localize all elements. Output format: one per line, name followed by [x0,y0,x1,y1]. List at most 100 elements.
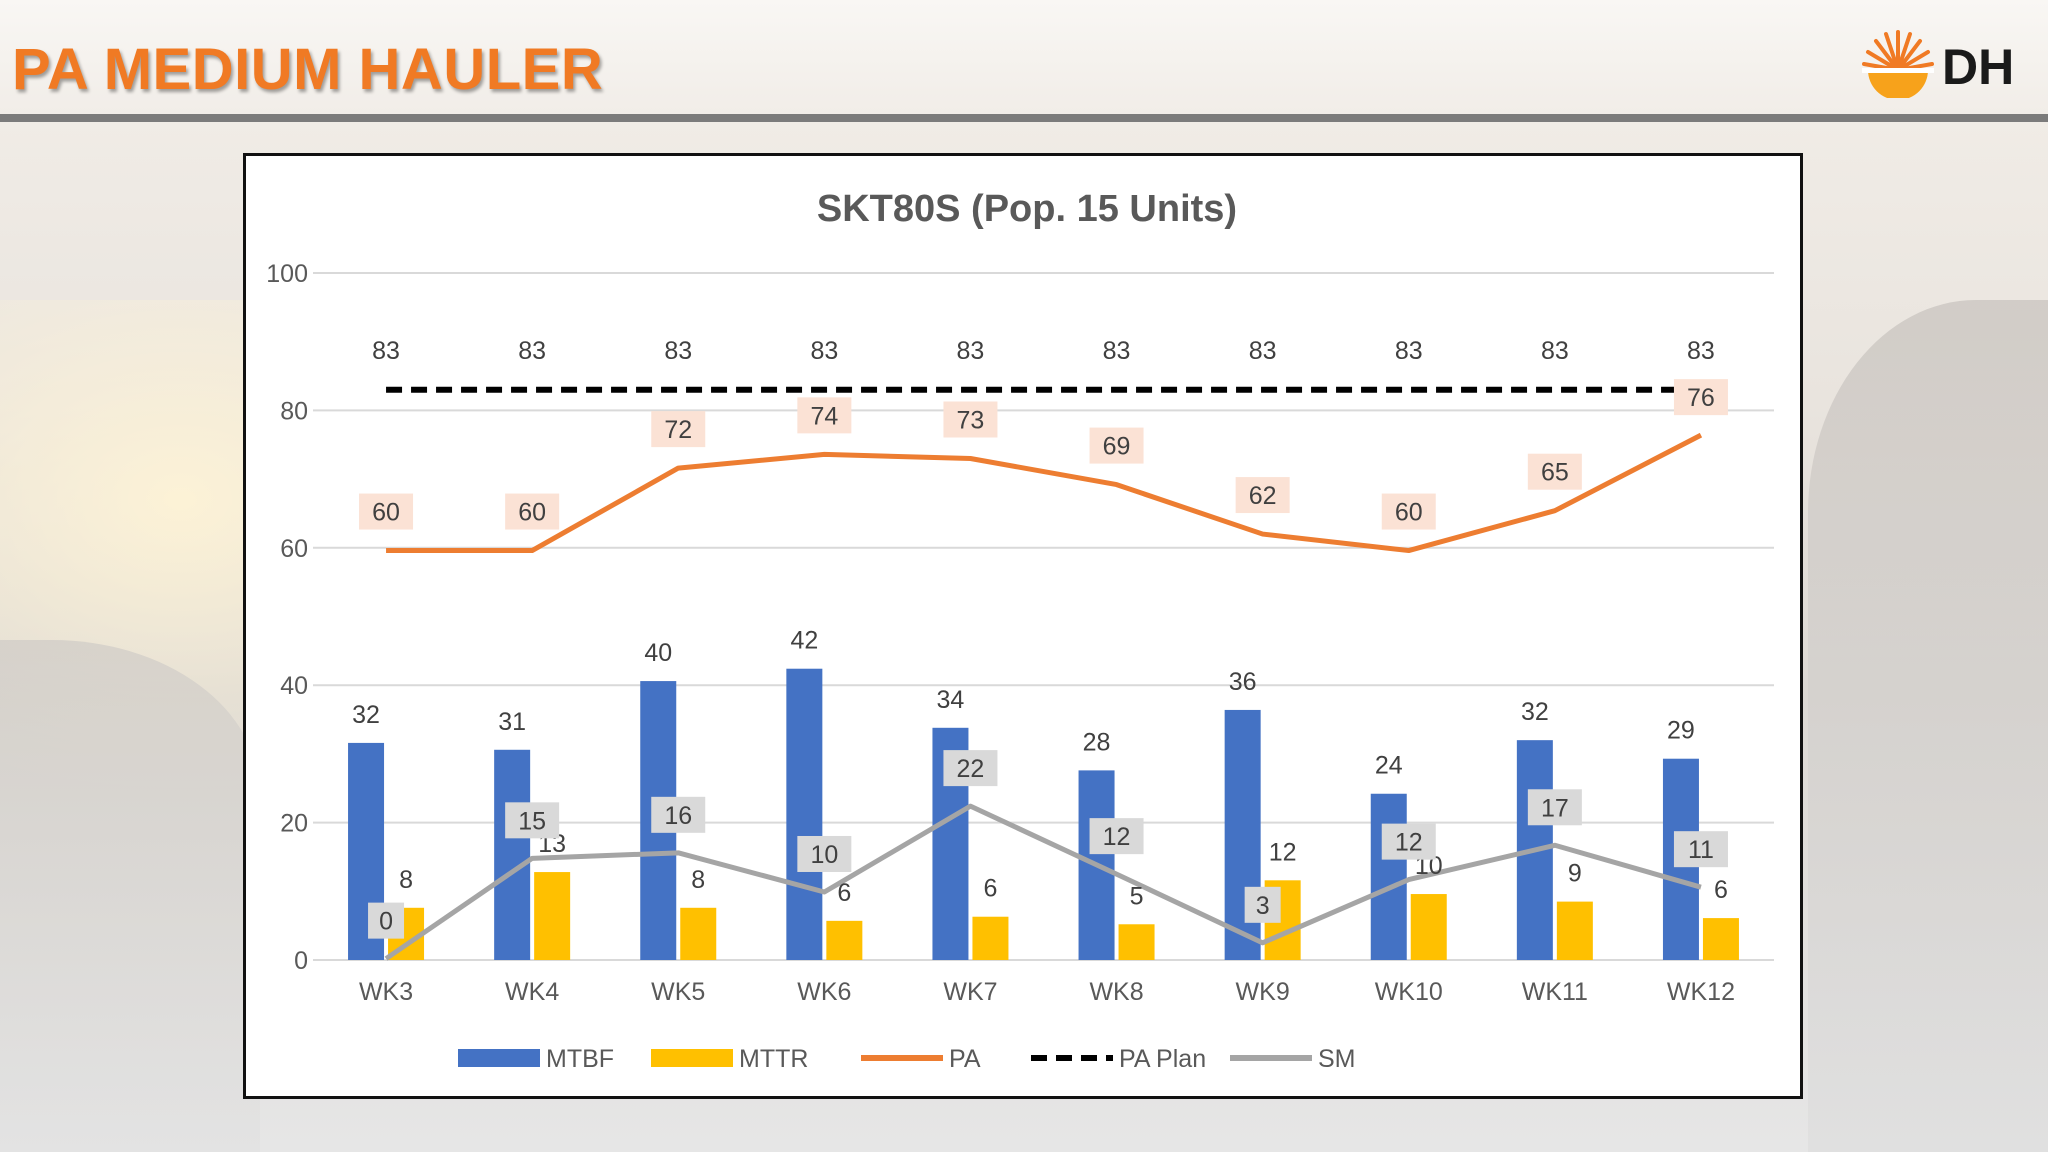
pa-data-label-box [359,493,414,530]
pa-data-label-box [505,493,560,530]
x-tick-label: WK7 [943,978,997,1006]
pa-data-label-box [651,411,706,448]
pa-data-label: 76 [1687,384,1715,412]
y-tick-label: 20 [280,810,308,838]
mtbf-data-label: 34 [937,686,965,714]
sm-data-label: 11 [1688,836,1714,864]
pa-plan-data-label: 83 [518,337,546,365]
mttr-bar [826,920,863,960]
chart-title: SKT80S (Pop. 15 Units) [817,188,1237,230]
legend-swatch-mttr [651,1049,733,1067]
mtbf-bar [1370,793,1407,960]
x-tick-label: WK8 [1089,978,1143,1006]
pa-data-label-box [797,397,852,434]
sm-data-label: 12 [1103,823,1131,851]
sm-line [384,803,1702,961]
y-tick-label: 100 [266,260,308,288]
sm-data-label: 15 [518,807,546,835]
y-tick-label: 60 [280,535,308,563]
sm-data-label-box [797,835,852,872]
mttr-bar [534,872,571,960]
y-axis: 0 20 40 60 80 100 [266,260,308,975]
pa-data-label: 60 [1395,499,1423,527]
mttr-bar [680,907,717,960]
sm-data-label-box [1381,823,1436,860]
mttr-data-label: 9 [1568,860,1582,888]
sm-data-label: 0 [379,908,393,936]
background-hill-left [0,640,260,1152]
legend-swatch-mtbf [458,1049,540,1067]
pa-plan-data-label: 83 [664,337,692,365]
line-layer [384,386,1703,961]
pa-plan-data-label: 83 [1249,337,1277,365]
pa-data-label-box [1527,453,1582,490]
mttr-bar [972,916,1009,960]
pa-data-label-box [943,401,998,438]
pa-data-label: 60 [518,499,546,527]
mtbf-data-label: 32 [352,701,380,729]
sm-data-label-box [1673,831,1728,868]
mtbf-data-label: 31 [498,708,526,736]
legend-label-mtbf: MTBF [546,1045,614,1073]
x-tick-label: WK9 [1236,978,1290,1006]
data-label-layer: 3283113408426346285361224103292968360083… [352,337,1728,939]
mttr-data-label: 6 [1714,876,1728,904]
pa-data-label: 65 [1541,459,1569,487]
x-tick-label: WK5 [651,978,705,1006]
sm-data-label-box [1244,886,1281,923]
dh-logo: DH [1862,30,2014,98]
pa-data-label: 62 [1249,482,1277,510]
mtbf-data-label: 29 [1667,717,1695,745]
mtbf-data-label: 36 [1229,668,1257,696]
sm-data-label-box [651,796,706,833]
pa-plan-data-label: 83 [1103,337,1131,365]
y-tick-label: 40 [280,672,308,700]
mtbf-data-label: 24 [1375,752,1403,780]
mtbf-data-label: 28 [1083,728,1111,756]
pa-data-label-box [1673,379,1728,416]
sm-data-label-box [943,750,998,787]
x-tick-label: WK6 [797,978,851,1006]
x-tick-label: WK4 [505,978,559,1006]
sm-data-label-box [505,802,560,839]
sm-data-label: 17 [1541,794,1569,822]
sm-data-label: 10 [810,841,838,869]
sm-data-label: 22 [957,755,985,783]
mttr-bar [1410,894,1447,960]
header-divider [0,114,2048,122]
legend-label-pa: PA [949,1045,981,1073]
mttr-data-label: 8 [691,866,705,894]
chart-frame: SKT80S (Pop. 15 Units) 0 20 40 60 80 100 32 8 3… [243,153,1803,1099]
pa-data-label-box [1381,493,1436,530]
sm-data-label: 12 [1395,829,1423,857]
mttr-bar [1556,901,1593,960]
pa-plan-data-label: 83 [1541,337,1569,365]
pa-data-label: 69 [1103,433,1131,461]
mttr-data-label: 6 [837,879,851,907]
legend-label-sm: SM [1318,1045,1356,1073]
x-axis: WK3 WK4 WK5 WK6 WK7 WK8 WK9 WK10 WK11 WK12 [359,978,1735,1006]
mtbf-data-label: 40 [644,639,672,667]
mttr-data-label: 8 [399,866,413,894]
pa-plan-data-label: 83 [957,337,985,365]
pa-data-label: 73 [957,406,985,434]
pa-data-label: 72 [664,416,692,444]
pa-data-label-box [1235,477,1290,514]
y-tick-label: 80 [280,397,308,425]
mttr-bar [1118,924,1155,960]
logo-text: DH [1942,39,2014,95]
sm-data-label: 16 [664,802,692,830]
x-tick-label: WK11 [1522,978,1588,1006]
sun-rays-icon [1862,30,1934,98]
legend-label-pa-plan: PA Plan [1119,1045,1206,1073]
pa-data-label: 74 [810,402,838,430]
sm-data-label-box [368,902,405,939]
legend-label-mttr: MTTR [739,1045,808,1073]
slide-header: PA MEDIUM HAULER DH [0,0,2048,114]
sm-data-label: 3 [1256,892,1270,920]
x-tick-label: WK3 [359,978,413,1006]
x-tick-label: WK10 [1375,978,1443,1006]
mtbf-data-label: 42 [790,627,818,655]
pa-data-label-box [1089,427,1144,464]
